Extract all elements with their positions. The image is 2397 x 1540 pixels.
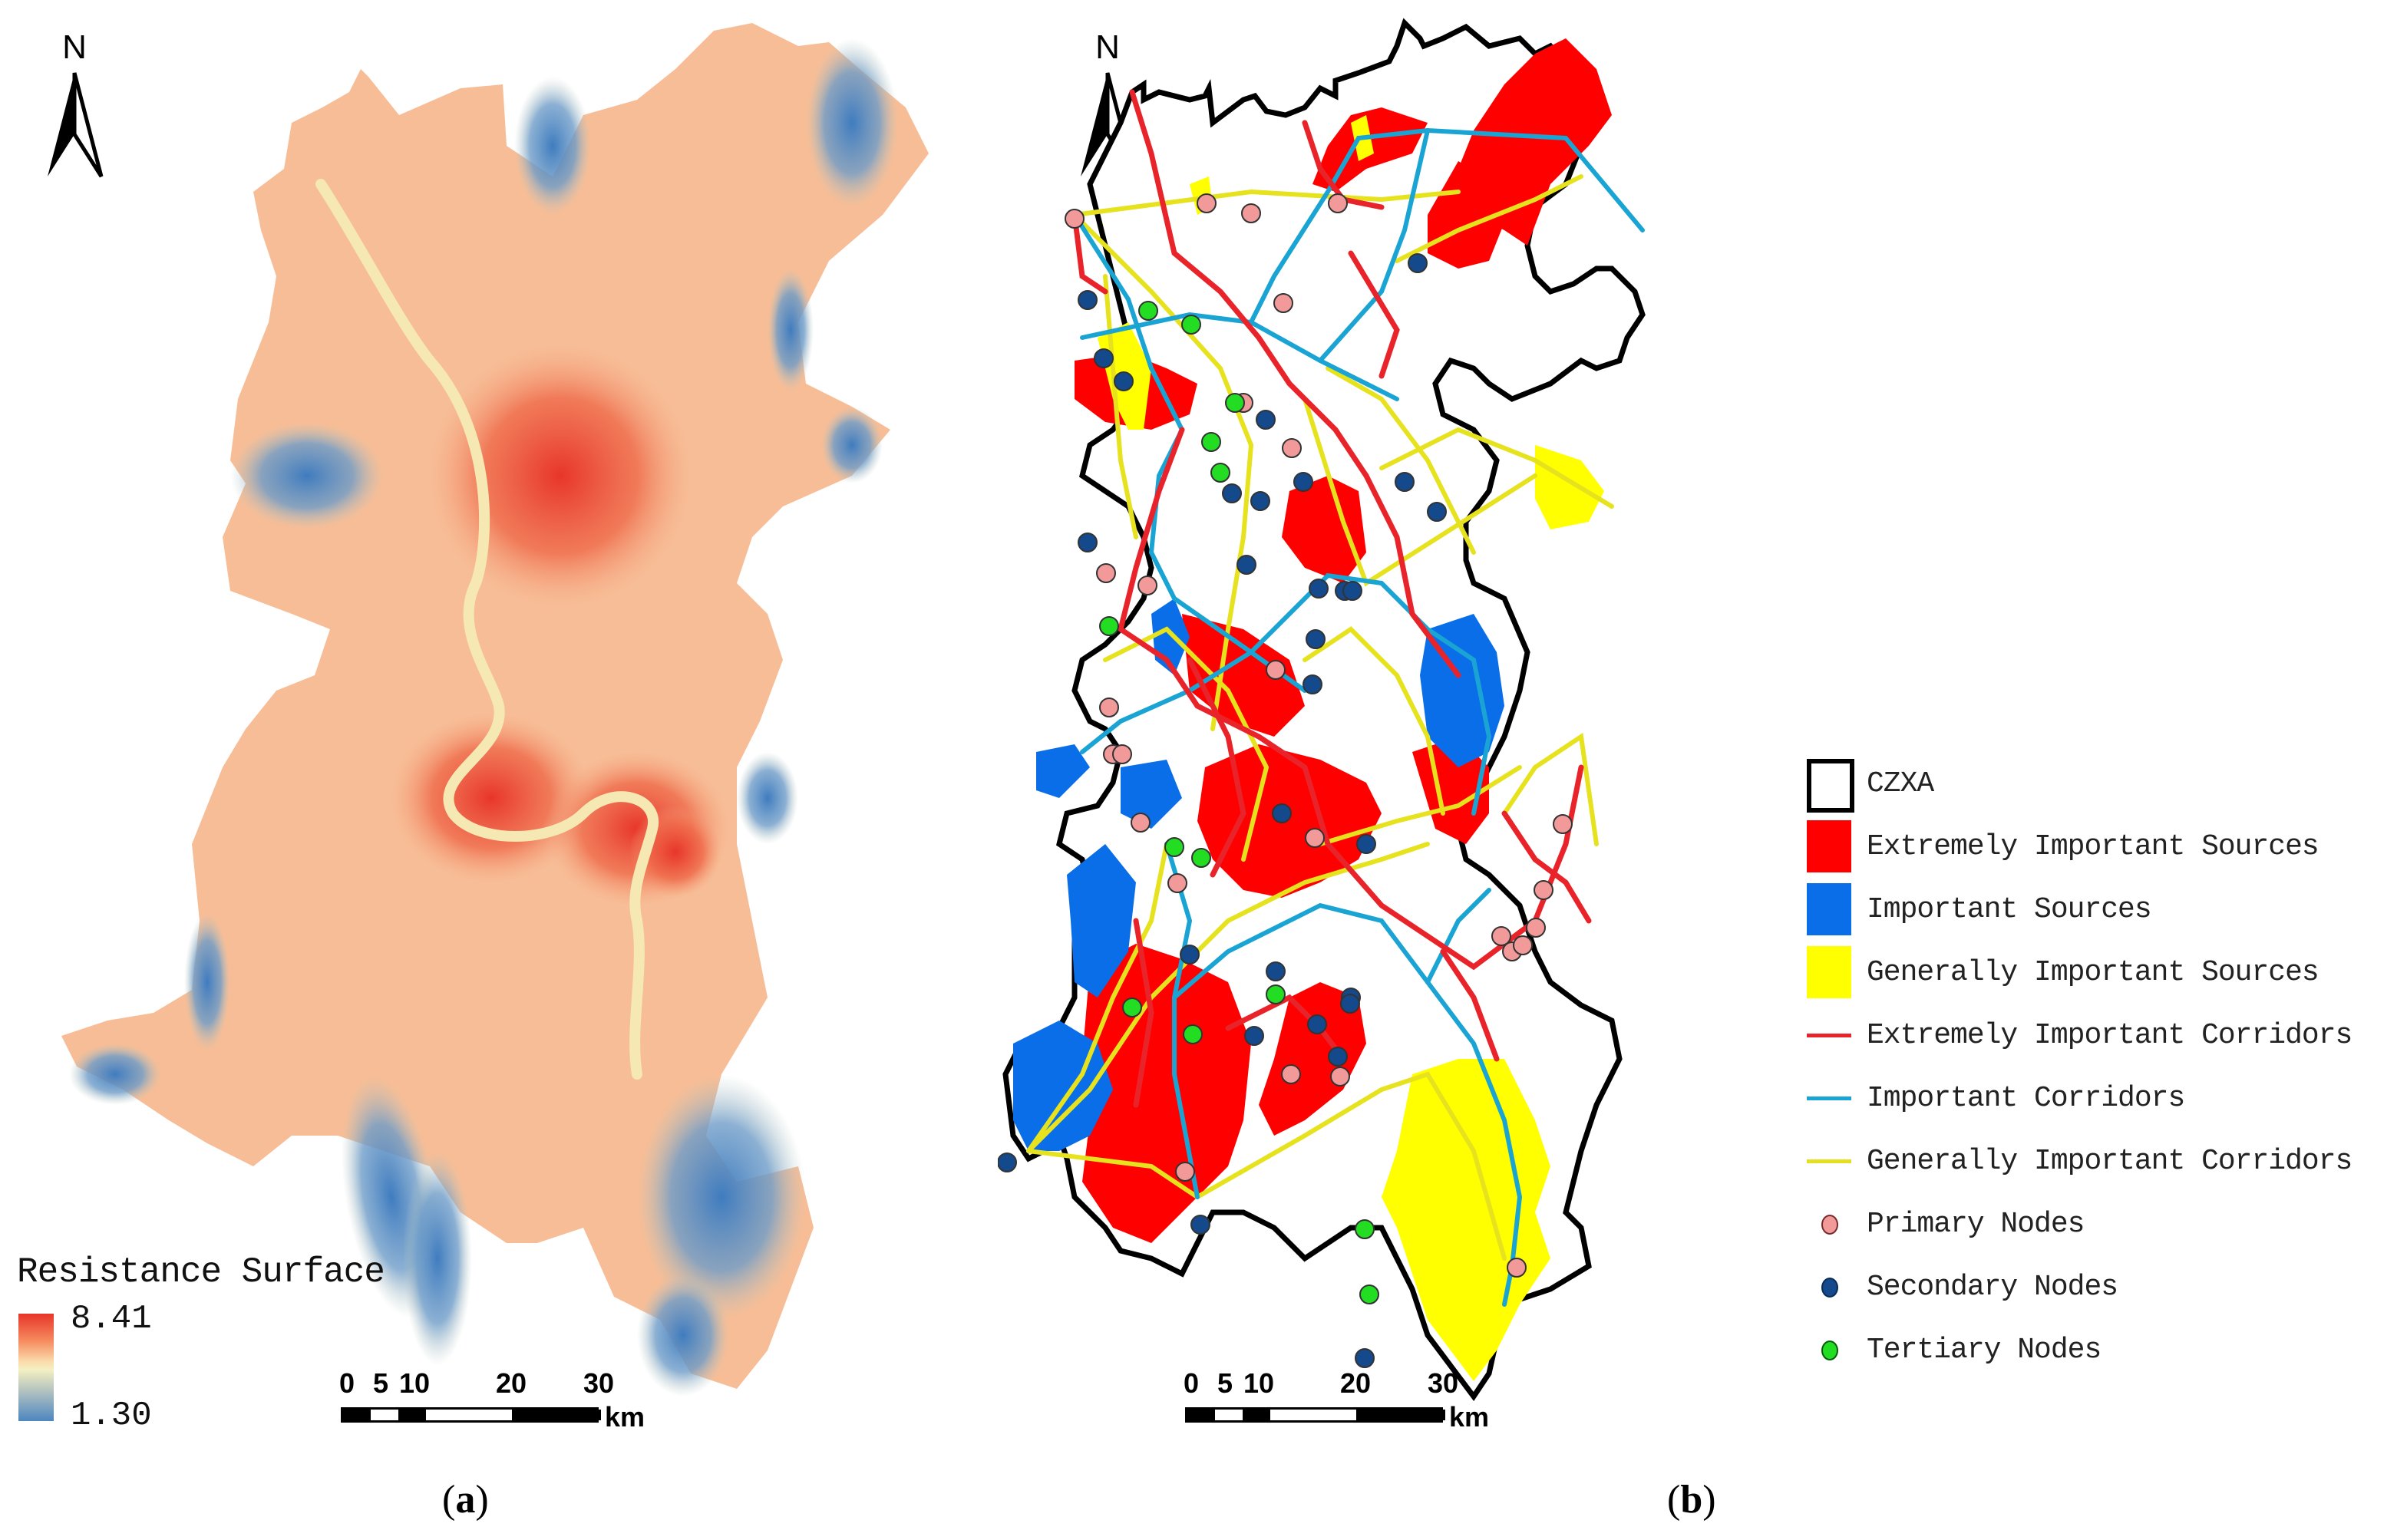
legend-label: Generally Important Sources	[1867, 955, 2319, 989]
primary-nodes	[1065, 193, 1573, 1278]
scale-bar-graphic	[1185, 1407, 1445, 1423]
legend-label: CZXA	[1867, 767, 1934, 800]
legend-label: Important Corridors	[1867, 1081, 2185, 1115]
panel-b-ecological-network: N	[998, 0, 2397, 1540]
pink-circle-icon	[1807, 1198, 1851, 1250]
legend-label: Generally Important Corridors	[1867, 1144, 2352, 1178]
scale-tick: 10	[1243, 1367, 1275, 1399]
caption-paren: (	[442, 1478, 456, 1522]
legend-min-value: 1.30	[71, 1397, 152, 1435]
legend-item-generally-important-corridors: Generally Important Corridors	[1807, 1133, 2352, 1189]
nodes	[998, 193, 1573, 1368]
caption-paren: (	[1667, 1478, 1681, 1522]
scale-unit: km	[605, 1401, 645, 1433]
river	[315, 179, 659, 1080]
legend-item-extremely-important-corridors: Extremely Important Corridors	[1807, 1007, 2352, 1063]
legend-max-value: 8.41	[71, 1300, 152, 1338]
panel-a-resistance-surface: N	[0, 0, 998, 1540]
legend-item-primary-nodes: Primary Nodes	[1807, 1196, 2085, 1251]
tertiary-nodes	[1099, 301, 1379, 1304]
boundary-swatch-icon	[1807, 757, 1854, 813]
caption-paren: )	[1702, 1478, 1716, 1522]
resistance-surface-map	[61, 23, 929, 1397]
legend-item-generally-important-sources: Generally Important Sources	[1807, 945, 2319, 1000]
scale-ticks: 0 5 10 20 30	[1183, 1367, 1458, 1403]
north-arrow-icon	[48, 72, 104, 178]
legend-item-tertiary-nodes: Tertiary Nodes	[1807, 1322, 2102, 1377]
caption-b: (b)	[1667, 1477, 1716, 1522]
legend-label: Primary Nodes	[1867, 1207, 2085, 1241]
north-label: N	[1095, 28, 1120, 66]
resistance-legend: Resistance Surface 8.41 1.30	[17, 1252, 385, 1435]
legend-item-extremely-important-sources: Extremely Important Sources	[1807, 819, 2319, 874]
north-arrow-a: N	[40, 31, 109, 184]
legend-label: Extremely Important Corridors	[1867, 1018, 2352, 1052]
legend-label: Extremely Important Sources	[1867, 829, 2319, 863]
legend-label: Important Sources	[1867, 892, 2152, 926]
scale-bar-graphic	[341, 1407, 601, 1423]
scale-tick: 5	[1217, 1367, 1233, 1399]
legend-item-secondary-nodes: Secondary Nodes	[1807, 1259, 2118, 1314]
scale-ticks: 0 5 10 20 30	[338, 1367, 614, 1403]
caption-a: (a)	[442, 1477, 489, 1522]
ecological-network-map	[998, 18, 1646, 1402]
secondary-nodes	[998, 253, 1447, 1368]
scale-tick: 30	[583, 1367, 615, 1399]
scale-bar-a: 0 5 10 20 30 km	[338, 1367, 645, 1433]
blue-fill-swatch-icon	[1807, 883, 1851, 935]
red-line-icon	[1807, 1009, 1851, 1061]
legend-label: Tertiary Nodes	[1867, 1333, 2102, 1367]
legend-item-important-corridors: Important Corridors	[1807, 1070, 2185, 1126]
scale-unit: km	[1449, 1401, 1490, 1433]
red-fill-swatch-icon	[1807, 820, 1851, 872]
extremely-important-sources	[1075, 38, 1612, 1243]
scale-tick: 20	[1339, 1367, 1372, 1399]
legend-title: Resistance Surface	[17, 1252, 385, 1292]
scale-tick: 0	[1183, 1367, 1200, 1399]
corridors	[1026, 89, 1645, 1307]
legend-item-czxa: CZXA	[1807, 756, 1934, 813]
navy-circle-icon	[1807, 1261, 1851, 1313]
caption-letter: b	[1680, 1478, 1703, 1522]
blue-line-icon	[1807, 1072, 1851, 1124]
yellow-fill-swatch-icon	[1807, 946, 1851, 998]
scale-tick: 30	[1427, 1367, 1459, 1399]
legend-label: Secondary Nodes	[1867, 1270, 2118, 1304]
legend-item-important-sources: Important Sources	[1807, 882, 2152, 937]
green-circle-icon	[1807, 1324, 1851, 1376]
north-label: N	[62, 28, 87, 66]
scale-tick: 5	[372, 1367, 389, 1399]
scale-tick: 0	[338, 1367, 355, 1399]
caption-paren: )	[475, 1478, 489, 1522]
scale-tick: 20	[495, 1367, 527, 1399]
scale-bar-b: 0 5 10 20 30 km	[1183, 1367, 1489, 1433]
color-ramp	[18, 1314, 54, 1421]
scale-tick: 10	[398, 1367, 431, 1399]
caption-letter: a	[455, 1478, 476, 1522]
yellow-line-icon	[1807, 1135, 1851, 1187]
